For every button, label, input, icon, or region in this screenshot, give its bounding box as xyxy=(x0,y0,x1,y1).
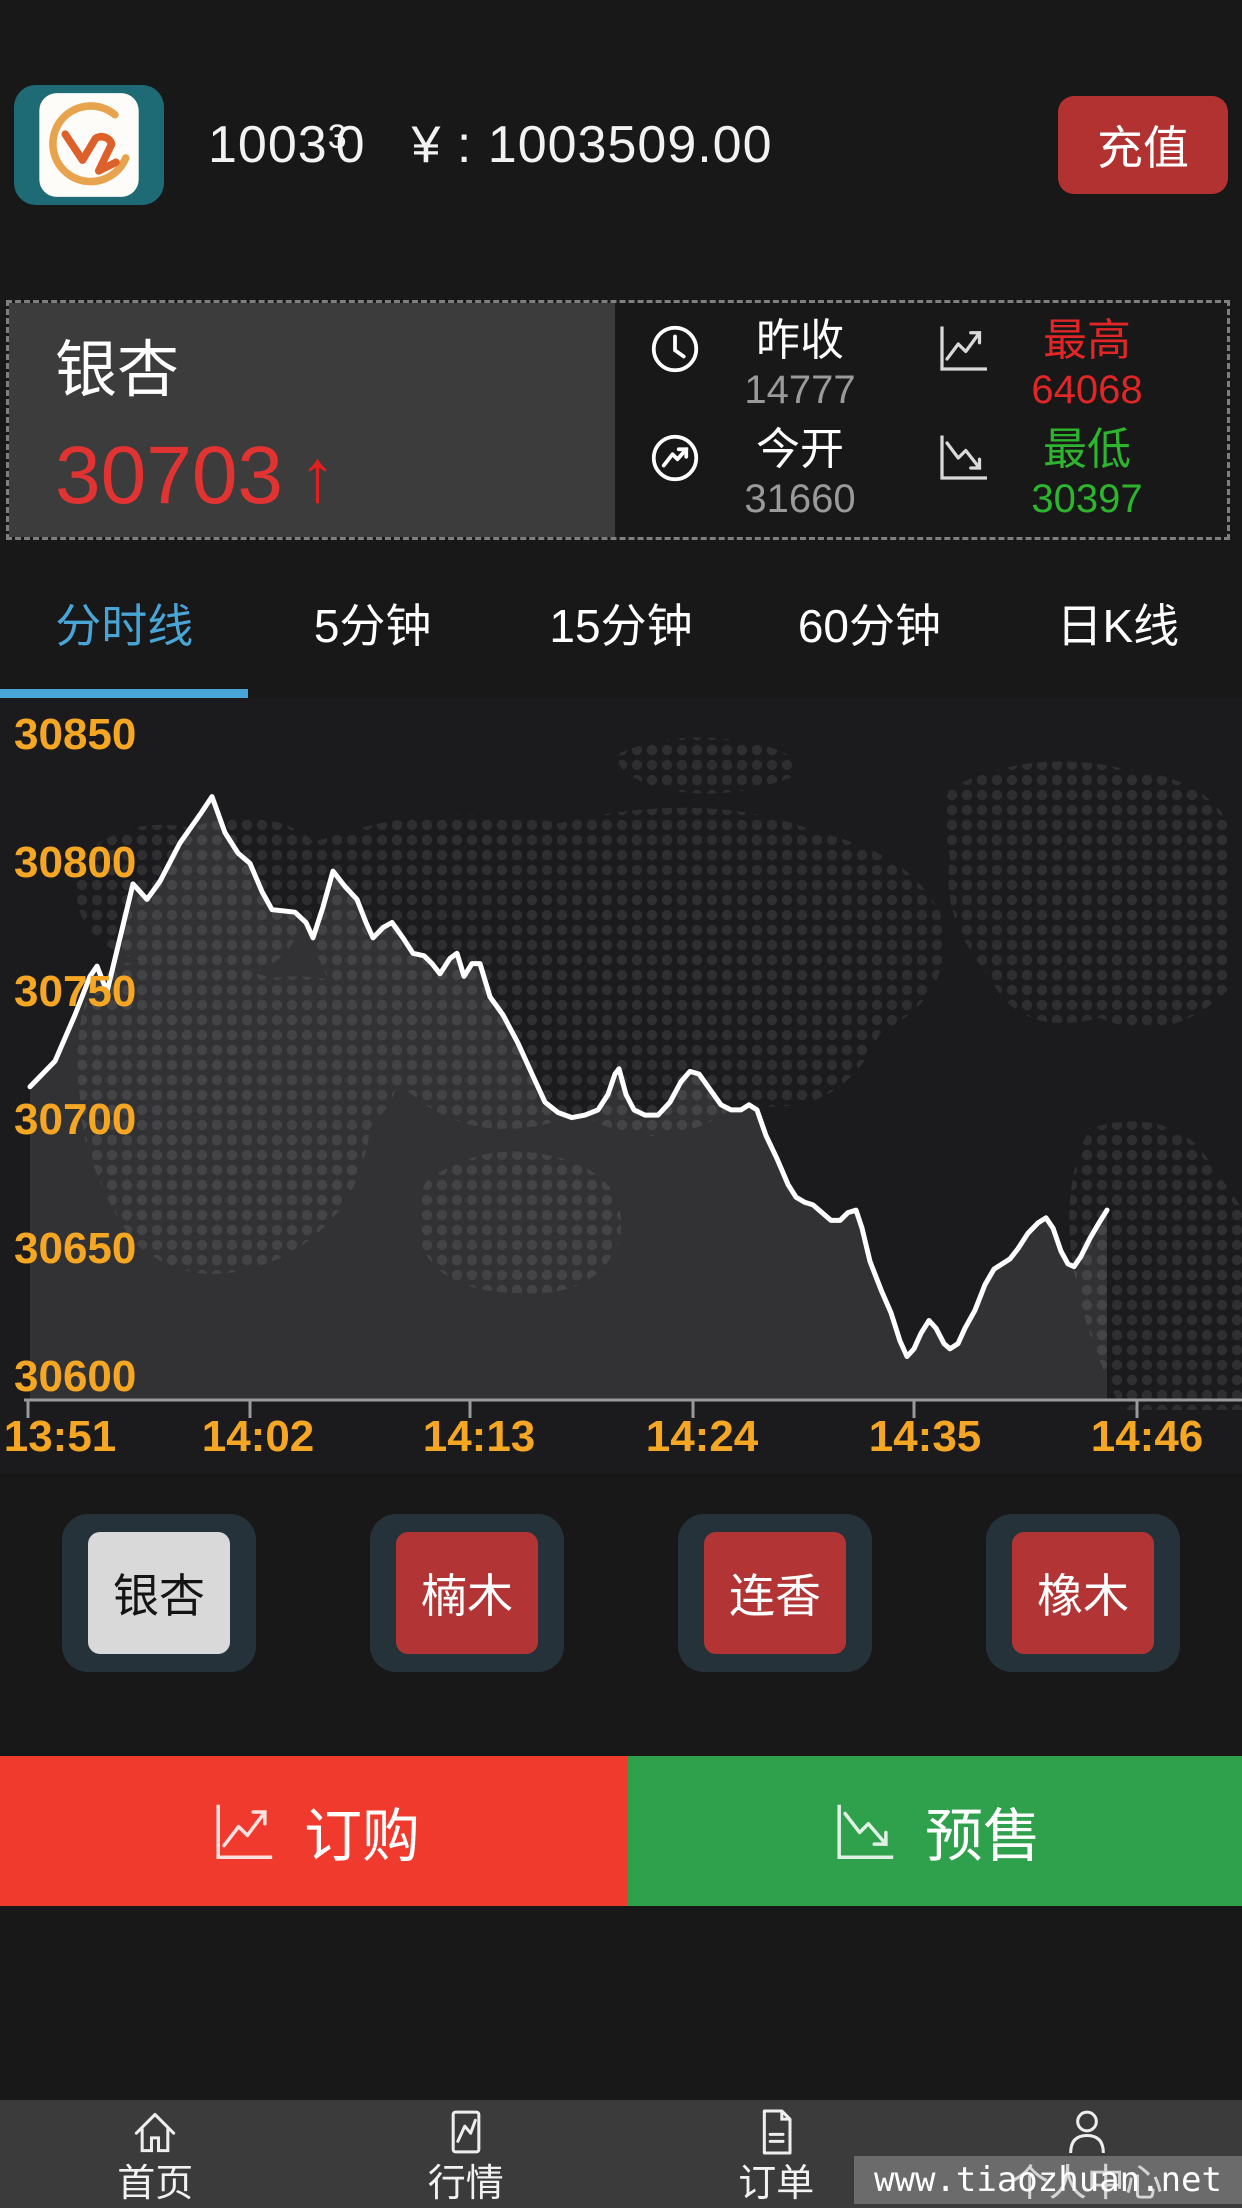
sell-label: 预售 xyxy=(924,1804,1041,1869)
bottom-nav: 首页 行情 订单 个人中心 xyxy=(0,2100,1242,2208)
x-axis-tick-label: 14:24 xyxy=(645,1412,759,1461)
trend-circle-icon xyxy=(645,428,705,493)
market-chart-icon xyxy=(451,2110,481,2154)
account-number-small-digit: 3 xyxy=(327,118,348,156)
order-doc-icon xyxy=(763,2109,792,2155)
trend-down-chart-icon xyxy=(932,428,992,493)
nav-label: 首页 xyxy=(117,2163,194,2205)
trend-down-icon xyxy=(837,1804,894,1859)
prev-close-cell: 昨收 14777 xyxy=(645,315,932,422)
series-line xyxy=(27,794,1110,1359)
nav-item-market[interactable]: 行情 xyxy=(311,2100,622,2208)
time-series-chart xyxy=(24,737,1242,1418)
price-up-arrow-icon: ↑ xyxy=(299,434,337,517)
low-label: 最低 xyxy=(1043,425,1131,474)
current-price: 30703 xyxy=(55,430,284,521)
product-label: 橡木 xyxy=(1012,1532,1154,1654)
y-axis-tick-label: 30750 xyxy=(14,966,137,1016)
order-buy-button[interactable]: 订购 xyxy=(0,1756,628,1906)
x-axis-tick-label: 13:51 xyxy=(3,1412,117,1461)
low-cell: 最低 30397 xyxy=(932,424,1219,531)
home-icon xyxy=(135,2112,176,2153)
product-label: 连香 xyxy=(704,1532,846,1654)
nav-item-profile[interactable]: 个人中心 xyxy=(932,2100,1242,2208)
y-axis-tick-label: 30600 xyxy=(14,1352,137,1401)
nav-label: 行情 xyxy=(427,2163,504,2205)
tab-label: 60分钟 xyxy=(797,600,941,652)
open-value: 31660 xyxy=(744,477,856,521)
x-axis-tick-label: 14:02 xyxy=(201,1412,315,1461)
watermark: www.tiaozhuan.net xyxy=(854,2156,1242,2204)
product-button-nanmu[interactable]: 楠木 xyxy=(370,1514,564,1672)
tab-label: 分时线 xyxy=(55,600,194,652)
interval-tabs: 分时线 5分钟 15分钟 60分钟 日K线 xyxy=(0,548,1242,698)
low-value: 30397 xyxy=(1031,477,1143,521)
high-value: 64068 xyxy=(1031,368,1143,412)
recharge-button[interactable]: 充值 xyxy=(1058,96,1228,194)
series-area-fill xyxy=(30,796,1107,1400)
tab-daily-k[interactable]: 日K线 xyxy=(994,548,1242,698)
app-logo-icon xyxy=(14,85,164,205)
product-button-xiangmu[interactable]: 橡木 xyxy=(986,1514,1180,1672)
prev-close-value: 14777 xyxy=(744,368,856,412)
tab-label: 5分钟 xyxy=(313,600,432,652)
trade-actions: 订购 预售 xyxy=(0,1756,1242,1906)
trend-up-icon xyxy=(216,1804,273,1859)
world-map-background xyxy=(70,737,1242,1410)
clock-icon xyxy=(645,319,705,384)
x-axis-tick-label: 14:13 xyxy=(422,1412,536,1461)
high-label: 最高 xyxy=(1043,316,1131,365)
account-balance: 1003 3 0 ¥ : 1003509.00 xyxy=(208,115,773,175)
nav-item-orders[interactable]: 订单 xyxy=(621,2100,932,2208)
y-axis-tick-label: 30700 xyxy=(14,1095,137,1145)
quote-summary: 银杏 30703 ↑ xyxy=(9,303,615,537)
x-axis-tick-label: 14:46 xyxy=(1090,1412,1204,1461)
trend-up-chart-icon xyxy=(932,319,992,384)
tab-time-line[interactable]: 分时线 xyxy=(0,548,249,698)
high-cell: 最高 64068 xyxy=(932,315,1219,422)
tab-15min[interactable]: 15分钟 xyxy=(497,548,745,698)
quote-stats: 昨收 14777 最高 64068 xyxy=(615,303,1227,537)
product-button-yinxing[interactable]: 银杏 xyxy=(62,1514,256,1672)
y-axis-tick-label: 30850 xyxy=(14,710,137,759)
y-axis-tick-label: 30800 xyxy=(14,838,137,888)
user-icon xyxy=(1068,2110,1105,2154)
tab-label: 15分钟 xyxy=(549,600,693,652)
quote-panel: 银杏 30703 ↑ 昨收 14777 xyxy=(6,300,1230,540)
nav-item-home[interactable]: 首页 xyxy=(0,2100,311,2208)
nav-label: 个人中心 xyxy=(1010,2163,1163,2205)
header: 1003 3 0 ¥ : 1003509.00 充值 xyxy=(0,80,1242,210)
product-selector: 银杏 楠木 连香 橡木 xyxy=(0,1514,1242,1674)
product-label: 楠木 xyxy=(396,1532,538,1654)
y-axis-tick-label: 30650 xyxy=(14,1223,137,1273)
open-cell: 今开 31660 xyxy=(645,424,932,531)
account-number-end: 0 xyxy=(335,116,366,174)
product-button-lianxiang[interactable]: 连香 xyxy=(678,1514,872,1672)
nav-label: 订单 xyxy=(738,2163,815,2205)
presale-sell-button[interactable]: 预售 xyxy=(628,1756,1242,1906)
tab-5min[interactable]: 5分钟 xyxy=(248,548,496,698)
tab-label: 日K线 xyxy=(1056,600,1180,652)
buy-label: 订购 xyxy=(303,1804,420,1869)
tab-60min[interactable]: 60分钟 xyxy=(745,548,993,698)
account-number: 1003 xyxy=(208,116,328,174)
x-axis xyxy=(24,1398,1242,1418)
x-axis-tick-label: 14:35 xyxy=(868,1412,982,1461)
price-chart: 30850 30800 30750 30700 30650 30600 13:51 14:0… xyxy=(0,698,1242,1473)
open-label: 今开 xyxy=(756,425,844,474)
product-label: 银杏 xyxy=(88,1532,230,1654)
instrument-name: 银杏 xyxy=(55,336,180,405)
balance-amount: ¥ : 1003509.00 xyxy=(411,116,773,174)
prev-close-label: 昨收 xyxy=(756,316,844,365)
